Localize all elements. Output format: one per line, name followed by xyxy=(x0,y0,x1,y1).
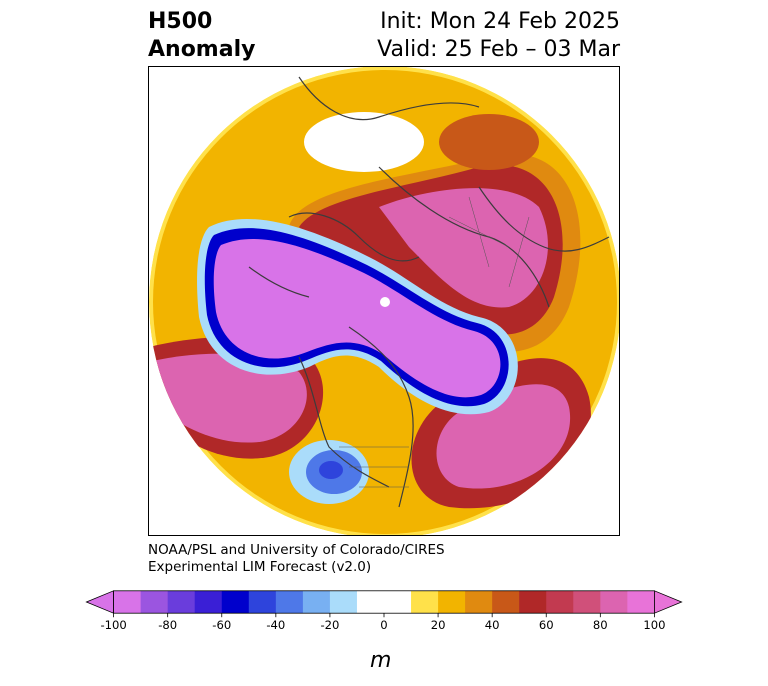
colorbar-swatch xyxy=(627,590,655,614)
colorbar-swatch xyxy=(113,590,142,614)
title-anomaly: Anomaly xyxy=(148,37,256,62)
sw-low-core xyxy=(319,461,343,479)
coastlines xyxy=(248,76,610,508)
title-h500: H500 xyxy=(148,9,213,34)
colorbar-swatch xyxy=(167,590,196,614)
colorbar-swatch xyxy=(546,590,574,614)
colorbar-swatch xyxy=(302,590,331,614)
colorbar-under-arrow xyxy=(85,590,115,614)
anomaly-field xyxy=(149,67,619,535)
colorbar-tick-label: 20 xyxy=(431,618,446,632)
colorbar-tick-label: 40 xyxy=(485,618,500,632)
init-date: Init: Mon 24 Feb 2025 xyxy=(380,9,620,34)
colorbar-tick-label: -100 xyxy=(100,618,126,632)
colorbar-tick-label: 60 xyxy=(539,618,554,632)
colorbar-swatch xyxy=(356,590,385,614)
credit-line1: NOAA/PSL and University of Colorado/CIRE… xyxy=(148,542,445,558)
colorbar-over-arrow xyxy=(654,590,683,614)
colorbar-swatch xyxy=(411,590,439,614)
colorbar-tick-label: 0 xyxy=(380,618,387,632)
colorbar-swatch xyxy=(384,590,412,614)
asia-high-pink xyxy=(379,188,548,308)
title-left: H500 Anomaly xyxy=(148,8,255,64)
colorbar-swatch xyxy=(329,590,358,614)
colorbar-swatch xyxy=(438,590,466,614)
colorbar-unit: m xyxy=(370,648,392,673)
polar-low-core xyxy=(213,238,501,398)
colorbar-swatch xyxy=(275,590,304,614)
colorbar-tick-label: 100 xyxy=(643,618,665,632)
colorbar-tick-label: -60 xyxy=(212,618,231,632)
borders xyxy=(339,196,530,488)
colorbar: -100 -80 -60 -40 -20 0 20 40 60 80 100 xyxy=(85,590,683,632)
white-gap xyxy=(304,112,424,172)
colorbar-swatch xyxy=(465,590,493,614)
colorbar-swatch xyxy=(248,590,277,614)
title-right: Init: Mon 24 Feb 2025 Valid: 25 Feb – 03… xyxy=(377,8,620,64)
credit: NOAA/PSL and University of Colorado/CIRE… xyxy=(148,542,445,576)
colorbar-swatch xyxy=(600,590,628,614)
pole-marker xyxy=(380,297,390,307)
colorbar-tick-label: 80 xyxy=(593,618,608,632)
colorbar-swatch xyxy=(492,590,520,614)
pacific-high-pink xyxy=(149,353,307,443)
colorbar-tick-label: -20 xyxy=(320,618,339,632)
colorbar-swatch xyxy=(140,590,169,614)
colorbar-swatch xyxy=(573,590,601,614)
polar-anomaly-map xyxy=(149,67,619,535)
colorbar-tick-label: -40 xyxy=(266,618,285,632)
valid-range: Valid: 25 Feb – 03 Mar xyxy=(377,37,620,62)
colorbar-swatch xyxy=(194,590,223,614)
map-panel xyxy=(148,66,620,536)
colorbar-swatch xyxy=(519,590,547,614)
colorbar-swatch xyxy=(221,590,250,614)
colorbar-tick-label: -80 xyxy=(158,618,177,632)
scandinavia-patch xyxy=(439,114,539,170)
credit-line2: Experimental LIM Forecast (v2.0) xyxy=(148,559,372,575)
